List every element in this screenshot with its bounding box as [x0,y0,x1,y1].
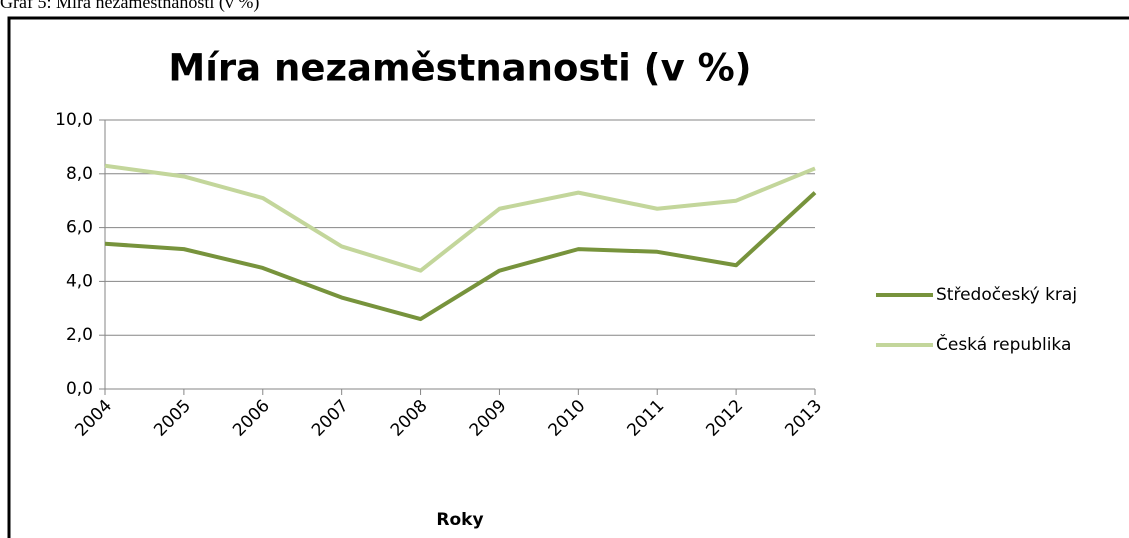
y-tick-label: 6,0 [66,218,93,238]
line [104,163,816,273]
y-tick-label: 10,0 [55,110,93,130]
y-tick-label: 8,0 [66,164,93,184]
y-tick-label: 0,0 [66,379,93,399]
legend-label: Česká republika [936,333,1071,355]
chart-title: Míra nezaměstnanosti (v %) [168,47,751,90]
y-tick-label: 4,0 [66,271,93,291]
line [104,191,817,322]
caption: Graf 5: Míra nezaměstnanosti (v %) [0,0,259,13]
x-axis-title: Roky [436,510,483,530]
chart-frame [7,16,1129,538]
legend-label: Středočeský kraj [936,285,1077,305]
y-tick-label: 2,0 [66,325,93,345]
